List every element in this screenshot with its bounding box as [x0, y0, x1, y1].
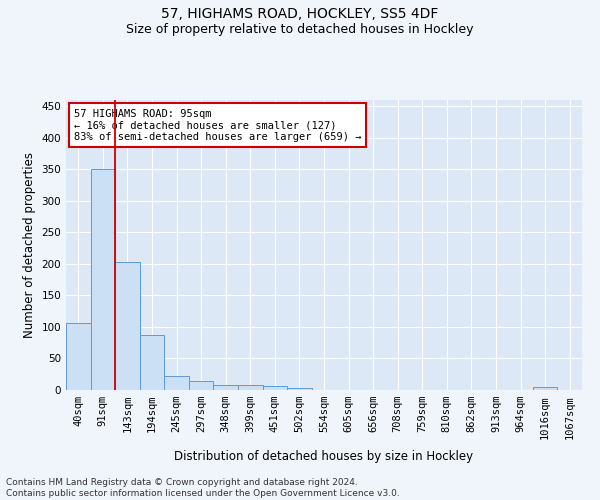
Bar — [287, 388, 312, 390]
Bar — [115, 262, 140, 390]
Bar — [533, 388, 557, 390]
Bar — [238, 385, 263, 390]
Text: Contains HM Land Registry data © Crown copyright and database right 2024.
Contai: Contains HM Land Registry data © Crown c… — [6, 478, 400, 498]
Bar — [91, 170, 115, 390]
Text: 57 HIGHAMS ROAD: 95sqm
← 16% of detached houses are smaller (127)
83% of semi-de: 57 HIGHAMS ROAD: 95sqm ← 16% of detached… — [74, 108, 361, 142]
Text: Distribution of detached houses by size in Hockley: Distribution of detached houses by size … — [175, 450, 473, 463]
Bar — [189, 381, 214, 390]
Bar — [140, 334, 164, 390]
Bar — [263, 386, 287, 390]
Y-axis label: Number of detached properties: Number of detached properties — [23, 152, 36, 338]
Text: 57, HIGHAMS ROAD, HOCKLEY, SS5 4DF: 57, HIGHAMS ROAD, HOCKLEY, SS5 4DF — [161, 8, 439, 22]
Bar — [214, 385, 238, 390]
Bar — [164, 376, 189, 390]
Bar — [66, 322, 91, 390]
Text: Size of property relative to detached houses in Hockley: Size of property relative to detached ho… — [126, 22, 474, 36]
